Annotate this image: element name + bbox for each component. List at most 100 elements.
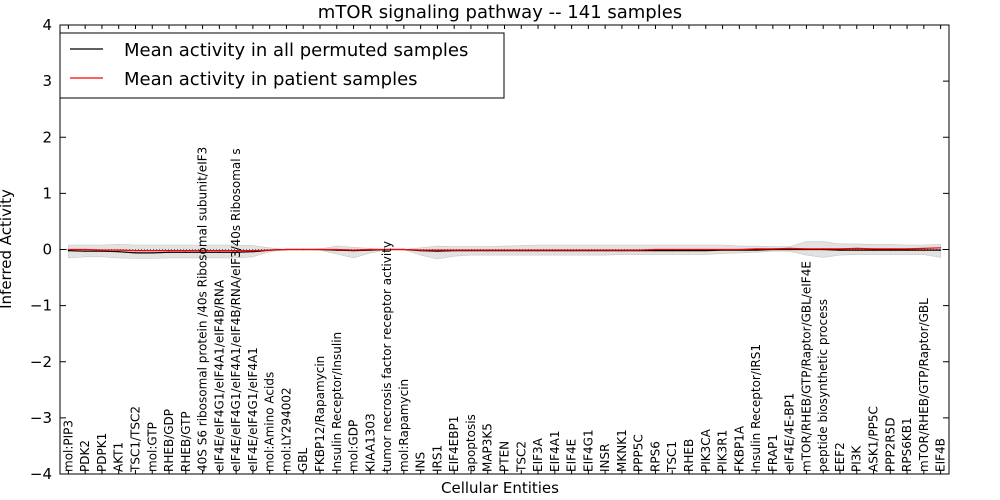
data-point-permuted xyxy=(688,250,690,252)
y-tick-label: 1 xyxy=(42,184,52,202)
x-tick-label: EIF4EBP1 xyxy=(447,416,461,472)
data-point-patient xyxy=(554,249,556,251)
data-point-patient xyxy=(386,248,388,251)
y-tick-label: −3 xyxy=(30,409,52,427)
legend-label-permuted: Mean activity in all permuted samples xyxy=(124,40,468,61)
data-point-permuted xyxy=(889,249,891,251)
data-point-patient xyxy=(84,248,86,251)
x-tick-label: PIK3R1 xyxy=(716,430,730,472)
data-point-patient xyxy=(302,248,304,251)
data-point-permuted xyxy=(940,249,942,251)
x-tick-label: eIF4E/4E-BP1 xyxy=(783,393,797,472)
data-point-patient xyxy=(101,249,103,251)
x-tick-label: RPS6KB1 xyxy=(900,417,914,472)
data-point-permuted xyxy=(923,249,925,251)
legend-box xyxy=(59,32,505,99)
data-point-permuted xyxy=(252,251,254,253)
data-point-patient xyxy=(269,249,271,251)
data-point-patient xyxy=(789,247,791,249)
data-point-permuted xyxy=(202,251,204,253)
x-tick-label: mol:PIP3 xyxy=(61,420,75,472)
data-point-patient xyxy=(688,248,690,251)
x-tick-label: apoptosis xyxy=(464,414,478,472)
data-point-patient xyxy=(202,250,204,252)
x-tick-label: tumor necrosis factor receptor activity xyxy=(380,241,394,472)
data-point-patient xyxy=(755,248,757,250)
x-tick-label: PDK2 xyxy=(78,440,92,472)
data-point-permuted xyxy=(84,250,86,252)
x-tick-label: PIK3CA xyxy=(699,428,713,472)
data-point-patient xyxy=(940,247,942,249)
data-point-permuted xyxy=(755,249,757,251)
y-tick-label: −4 xyxy=(30,465,52,483)
data-point-patient xyxy=(134,250,137,252)
x-tick-label: RPS6 xyxy=(649,441,663,472)
data-point-permuted xyxy=(118,251,120,253)
x-tick-label: mol:GTP xyxy=(145,422,159,472)
data-point-patient xyxy=(319,248,321,251)
x-tick-label: EIF4A1 xyxy=(548,430,562,472)
data-point-patient xyxy=(503,249,506,251)
data-point-patient xyxy=(118,249,120,251)
x-tick-label: mTOR/RHEB/GTP/Raptor/GBL xyxy=(917,298,931,472)
data-point-permuted xyxy=(185,251,187,253)
data-point-patient xyxy=(185,250,187,252)
x-tick-label: mol:Rapamycin xyxy=(397,379,411,472)
data-point-permuted xyxy=(235,251,237,253)
data-point-patient xyxy=(67,248,69,251)
data-point-permuted xyxy=(789,248,791,251)
x-tick-label: RHEB xyxy=(682,439,696,472)
data-point-patient xyxy=(168,250,170,252)
chart-title: mTOR signaling pathway -- 141 samples xyxy=(318,2,682,23)
data-point-patient xyxy=(772,248,774,250)
data-point-patient xyxy=(621,249,623,251)
data-point-permuted xyxy=(671,250,673,252)
data-point-patient xyxy=(151,250,153,252)
x-tick-label: INS xyxy=(414,452,428,472)
data-point-permuted xyxy=(872,249,875,251)
data-point-patient xyxy=(352,249,355,251)
x-tick-label: Insulin Receptor/Insulin xyxy=(330,332,344,472)
data-point-patient xyxy=(403,248,405,251)
data-point-patient xyxy=(923,247,925,249)
data-point-patient xyxy=(856,247,858,249)
data-point-permuted xyxy=(705,250,707,252)
x-tick-label: PI3K xyxy=(850,445,864,472)
x-tick-label: MAP3K5 xyxy=(481,423,495,472)
data-point-patient xyxy=(285,248,287,251)
data-point-patient xyxy=(638,249,640,251)
data-point-patient xyxy=(436,249,438,251)
data-point-patient xyxy=(604,249,606,251)
y-tick-label: 2 xyxy=(42,128,52,146)
x-tick-label: PTEN xyxy=(498,441,512,472)
data-point-permuted xyxy=(906,249,908,251)
x-tick-label: RHEB/GTP xyxy=(179,411,193,472)
data-point-patient xyxy=(520,249,522,251)
data-point-patient xyxy=(722,248,724,251)
x-tick-label: eIF4E/eIF4G1/eIF4A1/eIF4B/RNA/eIF3/40s R… xyxy=(229,148,243,472)
x-axis: mol:PIP3 PDK2 PDPK1 AKT1 TSC1/TSC2 mol:GTP RHE… xyxy=(61,25,948,474)
x-tick-label: EIF3A xyxy=(531,437,545,472)
x-tick-label: TSC1 xyxy=(665,441,679,473)
data-point-patient xyxy=(487,249,489,251)
x-tick-label: TSC2 xyxy=(514,441,528,473)
data-point-patient xyxy=(336,248,338,251)
x-tick-label: FKBP1A xyxy=(732,425,746,472)
series-layer xyxy=(67,247,942,254)
data-point-patient xyxy=(252,250,254,252)
data-point-permuted xyxy=(856,249,858,251)
x-tick-label: EIF4G1 xyxy=(581,429,595,472)
data-point-patient xyxy=(537,249,539,251)
data-point-patient xyxy=(369,248,371,251)
data-point-patient xyxy=(872,248,875,250)
x-tick-label: peptide biosynthetic process xyxy=(816,299,830,472)
y-tick-label: 3 xyxy=(42,72,52,90)
data-point-patient xyxy=(839,248,841,250)
legend: Mean activity in all permuted samples Me… xyxy=(59,32,505,99)
x-tick-label: GBL xyxy=(296,447,310,472)
data-point-patient xyxy=(218,250,220,252)
data-point-patient xyxy=(420,249,422,251)
x-tick-label: IRS1 xyxy=(430,445,444,472)
x-tick-label: EEF2 xyxy=(833,442,847,472)
